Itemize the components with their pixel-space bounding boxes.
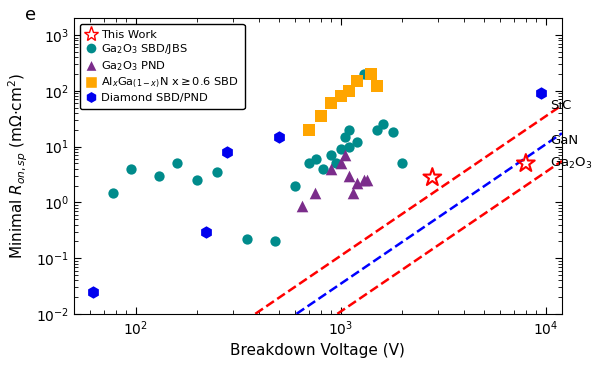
Ga$_2$O$_3$ SBD/JBS — [193, 177, 202, 183]
Ga$_2$O$_3$ PND — [352, 180, 362, 186]
Ga$_2$O$_3$ SBD/JBS — [304, 161, 314, 166]
Ga$_2$O$_3$ SBD/JBS — [340, 134, 350, 140]
Al$_x$Ga$_{(1-x)}$N x$\geq$0.6 SBD — [344, 88, 354, 94]
Ga$_2$O$_3$ SBD/JBS — [344, 144, 354, 150]
Text: e: e — [25, 6, 36, 24]
Ga$_2$O$_3$ SBD/JBS — [212, 169, 222, 175]
Al$_x$Ga$_{(1-x)}$N x$\geq$0.6 SBD — [352, 78, 362, 84]
Ga$_2$O$_3$ SBD/JBS — [326, 152, 336, 158]
Diamond SBD/PND — [274, 134, 284, 140]
Ga$_2$O$_3$ PND — [359, 177, 369, 183]
Ga$_2$O$_3$ PND — [326, 166, 336, 172]
Al$_x$Ga$_{(1-x)}$N x$\geq$0.6 SBD — [336, 93, 346, 99]
Legend: This Work, Ga$_2$O$_3$ SBD/JBS, Ga$_2$O$_3$ PND, Al$_x$Ga$_{(1-x)}$N x$\geq$0.6 : This Work, Ga$_2$O$_3$ SBD/JBS, Ga$_2$O$… — [80, 24, 245, 109]
Text: Ga$_2$O$_3$: Ga$_2$O$_3$ — [550, 156, 592, 171]
Ga$_2$O$_3$ SBD/JBS — [398, 161, 407, 166]
Diamond SBD/PND — [536, 91, 546, 96]
Ga$_2$O$_3$ SBD/JBS — [318, 166, 328, 172]
Ga$_2$O$_3$ PND — [298, 203, 307, 209]
Ga$_2$O$_3$ PND — [340, 152, 350, 158]
Ga$_2$O$_3$ SBD/JBS — [336, 146, 346, 152]
Ga$_2$O$_3$ SBD/JBS — [311, 156, 321, 162]
Ga$_2$O$_3$ PND — [344, 173, 354, 179]
Al$_x$Ga$_{(1-x)}$N x$\geq$0.6 SBD — [372, 84, 382, 89]
Ga$_2$O$_3$ PND — [310, 190, 320, 196]
Diamond SBD/PND — [88, 289, 98, 295]
X-axis label: Breakdown Voltage (V): Breakdown Voltage (V) — [230, 343, 406, 358]
Ga$_2$O$_3$ PND — [336, 161, 346, 166]
Ga$_2$O$_3$ SBD/JBS — [359, 71, 369, 77]
Ga$_2$O$_3$ SBD/JBS — [352, 139, 362, 145]
Al$_x$Ga$_{(1-x)}$N x$\geq$0.6 SBD — [316, 113, 326, 119]
Text: GaN: GaN — [550, 134, 578, 147]
Ga$_2$O$_3$ SBD/JBS — [109, 190, 118, 196]
Ga$_2$O$_3$ PND — [362, 177, 372, 183]
Ga$_2$O$_3$ SBD/JBS — [331, 161, 341, 166]
Al$_x$Ga$_{(1-x)}$N x$\geq$0.6 SBD — [326, 100, 336, 106]
Ga$_2$O$_3$ SBD/JBS — [388, 130, 398, 135]
Diamond SBD/PND — [223, 149, 232, 155]
Al$_x$Ga$_{(1-x)}$N x$\geq$0.6 SBD — [304, 127, 314, 133]
Ga$_2$O$_3$ SBD/JBS — [372, 127, 382, 133]
Ga$_2$O$_3$ SBD/JBS — [271, 238, 280, 244]
Text: SiC: SiC — [550, 99, 571, 112]
This Work — [428, 174, 437, 180]
Al$_x$Ga$_{(1-x)}$N x$\geq$0.6 SBD — [366, 71, 376, 77]
Ga$_2$O$_3$ PND — [348, 190, 358, 196]
Ga$_2$O$_3$ SBD/JBS — [126, 166, 136, 172]
Ga$_2$O$_3$ SBD/JBS — [378, 122, 388, 127]
Ga$_2$O$_3$ SBD/JBS — [290, 183, 300, 189]
Ga$_2$O$_3$ SBD/JBS — [173, 161, 182, 166]
Ga$_2$O$_3$ SBD/JBS — [154, 173, 164, 179]
Y-axis label: Minimal $R_{on,sp}$ (m$\Omega$$\cdot$cm$^2$): Minimal $R_{on,sp}$ (m$\Omega$$\cdot$cm$… — [7, 73, 30, 259]
Diamond SBD/PND — [201, 229, 211, 235]
This Work — [521, 161, 530, 166]
Ga$_2$O$_3$ SBD/JBS — [344, 127, 354, 133]
Ga$_2$O$_3$ SBD/JBS — [242, 236, 252, 242]
